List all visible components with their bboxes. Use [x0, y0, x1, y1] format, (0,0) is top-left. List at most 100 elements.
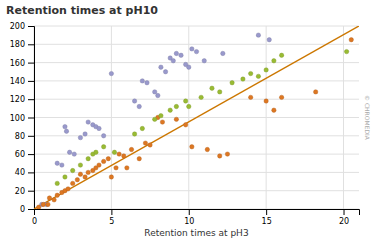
point: [140, 126, 144, 130]
point: [55, 181, 59, 185]
tick: 40: [15, 168, 34, 177]
point: [55, 161, 59, 165]
tick-label: 20: [15, 187, 25, 196]
point: [72, 152, 76, 156]
tick: 20: [339, 209, 349, 226]
point: [106, 156, 110, 160]
point: [194, 49, 198, 53]
tick-label: 120: [10, 95, 25, 104]
point: [109, 71, 113, 75]
point: [190, 145, 194, 149]
tick: 80: [15, 132, 34, 141]
tick-label: 0: [32, 217, 37, 226]
marks: [34, 26, 359, 209]
point: [183, 123, 187, 127]
point: [225, 152, 229, 156]
point: [66, 187, 70, 191]
tick-label: 20: [339, 217, 349, 226]
point: [159, 65, 163, 69]
point: [52, 198, 56, 202]
point: [187, 104, 191, 108]
point: [241, 77, 245, 81]
point: [47, 196, 51, 200]
point: [70, 181, 74, 185]
tick: 20: [15, 187, 34, 196]
point: [264, 68, 268, 72]
point: [272, 59, 276, 63]
point: [101, 159, 105, 163]
point: [78, 172, 82, 176]
point-group: [36, 38, 353, 209]
point-group: [40, 33, 272, 207]
point: [199, 95, 203, 99]
tick-mark: [28, 154, 34, 155]
point: [125, 166, 129, 170]
tick-label: 40: [15, 168, 25, 177]
grid-line: [34, 135, 359, 136]
grid-line: [34, 62, 359, 63]
grid-line: [34, 80, 359, 81]
point: [248, 95, 252, 99]
point: [153, 90, 157, 94]
point: [41, 202, 45, 206]
reference-line: [34, 26, 359, 209]
tick-mark: [28, 136, 34, 137]
tick-label: 200: [10, 22, 25, 31]
point: [279, 95, 283, 99]
point: [272, 108, 276, 112]
point: [174, 117, 178, 121]
tick: 0: [20, 205, 34, 214]
point: [143, 141, 147, 145]
tick-label: 5: [109, 217, 114, 226]
point: [132, 99, 136, 103]
tick-mark: [28, 99, 34, 100]
point: [86, 120, 90, 124]
point: [190, 47, 194, 51]
tick: 140: [10, 77, 34, 86]
tick: 10: [184, 209, 194, 226]
point: [112, 150, 116, 154]
point: [60, 163, 64, 167]
point: [64, 129, 68, 133]
point: [174, 51, 178, 55]
tick: 120: [10, 95, 34, 104]
plot: 05101520020406080100120140160180200: [10, 22, 360, 226]
point: [137, 104, 141, 108]
tick-label: 15: [262, 217, 272, 226]
tick-label: 160: [10, 59, 25, 68]
tick-mark: [344, 209, 345, 215]
annotation: © CHROMEDIA: [364, 95, 371, 141]
point: [313, 90, 317, 94]
point: [179, 53, 183, 57]
point: [156, 93, 160, 97]
axis-line: [28, 27, 35, 210]
point: [218, 154, 222, 158]
point: [279, 53, 283, 57]
tick: 15: [262, 209, 272, 226]
point: [137, 156, 141, 160]
axis-line: [35, 210, 360, 216]
point: [202, 59, 206, 63]
point: [163, 70, 167, 74]
point: [117, 152, 121, 156]
point: [145, 81, 149, 85]
tick-mark: [111, 209, 112, 215]
point: [168, 108, 172, 112]
point: [101, 145, 105, 149]
point: [94, 150, 98, 154]
tick-mark: [28, 191, 34, 192]
grid-line: [34, 99, 359, 100]
tick-mark: [266, 209, 267, 215]
tick: 5: [109, 209, 114, 226]
point: [97, 163, 101, 167]
point: [205, 147, 209, 151]
tick-label: 60: [15, 150, 25, 159]
tick: 160: [10, 59, 34, 68]
grid-line: [34, 154, 359, 155]
point: [153, 117, 157, 121]
point: [132, 132, 136, 136]
point: [344, 49, 348, 53]
point: [46, 202, 50, 206]
point: [267, 38, 271, 42]
grid-line: [34, 26, 359, 27]
